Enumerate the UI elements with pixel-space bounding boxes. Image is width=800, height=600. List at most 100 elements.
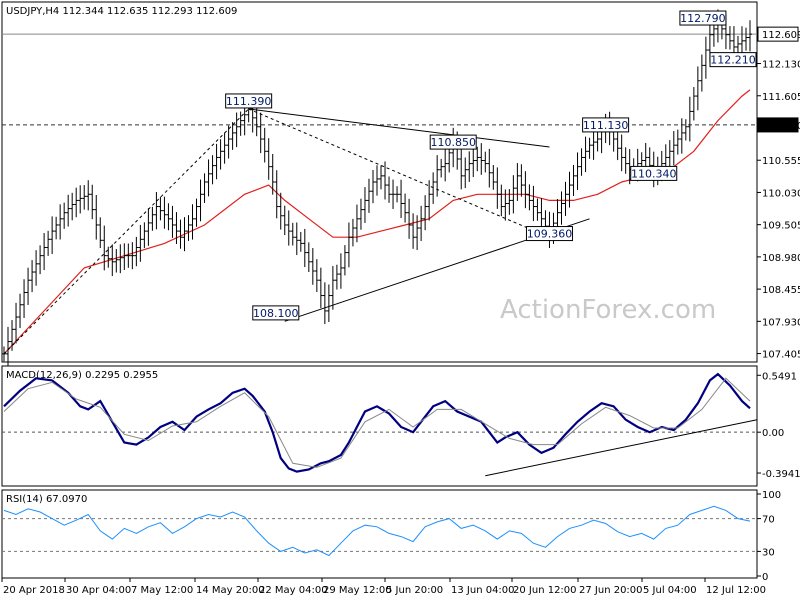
ohlc-bar [419,205,424,242]
ohlc-bar [118,244,123,274]
ohlc-bar [527,184,532,211]
price-label-6: 112.790 [679,10,727,26]
ohlc-bar [282,205,287,236]
ohlc-bar [491,165,496,190]
ohlc-bar [499,184,504,217]
ohlc-bar [110,244,115,277]
ohlc-bar [214,143,219,180]
rsi-y-tick-label: 70 [762,515,775,526]
ohlc-bar [98,217,103,248]
x-tick-label: 13 Jun 04:00 [451,585,515,596]
ohlc-bar [238,111,243,136]
rsi-pane-header: RSI(14) 67.0970 [6,494,87,505]
ohlc-bar [695,66,700,111]
price-label-1: 108.100 [252,305,300,321]
ohlc-bar [531,185,536,222]
ohlc-bar [567,171,572,208]
ohlc-bar [294,222,299,256]
ohlc-bar [14,302,19,344]
ohlc-bar [559,191,564,225]
ohlc-bar [342,245,347,276]
ohlc-bar [314,259,319,293]
price-label-text: 111.130 [583,119,629,132]
ohlc-bar [310,248,315,285]
x-tick-label: 20 Jun 12:00 [513,585,577,596]
x-tick-label: 30 Apr 04:00 [66,585,131,596]
ohlc-bar [258,112,263,154]
price-pane: USDJPY,H4 112.344 112.635 112.293 112.60… [1,1,800,369]
ohlc-bar [74,187,79,218]
ohlc-bar [190,204,195,240]
ohlc-bar [358,198,363,230]
ohlc-bar [174,212,179,244]
ohlc-bar [114,249,119,273]
ohlc-bar [475,146,480,172]
x-tick-label: 22 May 04:00 [259,585,328,596]
ohlc-bar [94,194,99,240]
price-label-text: 109.360 [527,228,573,241]
ohlc-bar [387,176,392,203]
ohlc-bar [106,246,111,268]
ohlc-bar [78,185,83,214]
ohlc-bar [383,161,388,200]
ohlc-bar [675,129,680,155]
ohlc-bar [691,87,696,121]
ohlc-bar [679,118,684,154]
ohlc-bar [22,279,27,319]
ohlc-bar [30,260,35,293]
ohlc-bar [130,242,135,270]
ohlc-bar [471,147,476,178]
ohlc-bar [748,20,752,52]
ohlc-bar [102,225,107,271]
ohlc-bar [182,217,187,252]
ohlc-bar [619,134,624,172]
ohlc-bar [62,202,67,229]
watermark: ActionForex.com [500,295,716,325]
ohlc-bar [154,191,159,230]
ohlc-bar [463,157,468,189]
macd-trendline [485,419,758,477]
x-tick-label: 12 Jul 12:00 [706,585,766,596]
ohlc-bar [407,198,412,239]
price-y-highlight-box [757,117,799,133]
ohlc-bar [459,145,464,190]
ohlc-bar [735,35,740,55]
ohlc-bar [302,228,307,268]
ohlc-bar [286,210,291,246]
rsi-y-tick-label: 0 [762,572,768,583]
price-label-text: 112.790 [680,12,726,25]
ohlc-bar [218,139,223,170]
price-label-text: 110.850 [430,136,476,149]
ohlc-bar [395,186,400,203]
ohlc-bar [142,222,147,249]
price-pane-frame [1,1,758,363]
ohlc-bar [443,148,448,182]
ohlc-bar [687,96,692,142]
ohlc-bar [122,243,127,271]
ohlc-bar [26,267,31,306]
x-tick-label: 14 May 20:00 [196,585,265,596]
ohlc-bar [134,236,139,267]
price-y-tick-label: 108.980 [762,253,800,264]
ohlc-bar [375,165,379,196]
ohlc-bar [350,218,355,247]
ohlc-bar [262,127,267,163]
price-pane-header: USDJPY,H4 112.344 112.635 112.293 112.60… [6,6,237,17]
ohlc-bar [399,179,404,219]
macd-y-tick-label: 0.00 [762,428,784,439]
ohlc-bar [503,189,508,221]
ohlc-bar [158,196,163,221]
price-label-text: 111.390 [226,95,272,108]
ohlc-bar [270,153,275,195]
x-tick-label: 5 Jul 04:00 [643,585,697,596]
price-label-text: 110.340 [631,167,677,180]
price-label-box [225,93,273,109]
ohlc-bar [138,224,143,262]
ohlc-bar [671,131,676,166]
price-label-4: 111.130 [582,117,630,133]
ohlc-bar [507,189,512,215]
macd-y-tick-label: 0.5491 [762,371,797,382]
x-tick-label: 7 May 12:00 [131,585,193,596]
ohlc-bar [415,215,420,251]
ohlc-bar [354,204,359,243]
